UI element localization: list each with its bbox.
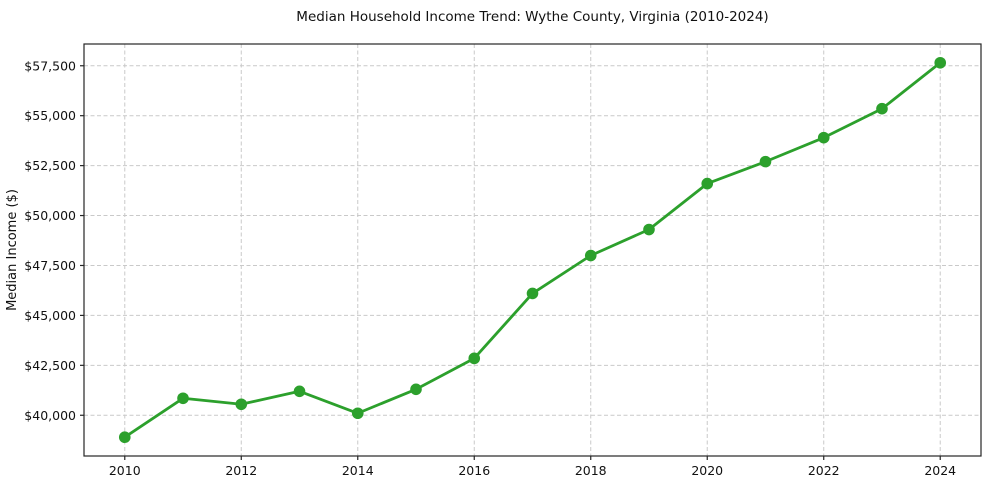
x-tick-label: 2020 bbox=[691, 463, 723, 478]
data-point-2012 bbox=[235, 398, 248, 411]
chart-title: Median Household Income Trend: Wythe Cou… bbox=[296, 9, 769, 25]
data-point-2018 bbox=[584, 249, 597, 262]
y-tick-label: $45,000 bbox=[24, 308, 76, 323]
data-point-2020 bbox=[701, 177, 714, 190]
data-point-2021 bbox=[759, 155, 772, 168]
y-tick-label: $42,500 bbox=[24, 358, 76, 373]
x-tick-label: 2018 bbox=[575, 463, 607, 478]
data-point-2023 bbox=[876, 102, 888, 115]
x-tick-label: 2010 bbox=[109, 463, 141, 478]
y-tick-label: $40,000 bbox=[24, 408, 76, 423]
data-point-2014 bbox=[351, 407, 364, 420]
y-axis-label: Median Income ($) bbox=[5, 189, 20, 311]
data-point-2024 bbox=[934, 56, 947, 69]
x-tick-label: 2022 bbox=[808, 463, 840, 478]
data-point-2022 bbox=[817, 131, 830, 144]
y-tick-label: $55,000 bbox=[24, 108, 76, 123]
data-point-2016 bbox=[468, 352, 481, 365]
plot-border bbox=[83, 43, 982, 457]
data-point-2019 bbox=[643, 223, 655, 236]
data-point-2013 bbox=[293, 385, 306, 398]
x-tick-label: 2024 bbox=[924, 463, 956, 478]
y-tick-label: $57,500 bbox=[24, 58, 76, 73]
trend-line bbox=[123, 61, 942, 439]
y-tick-label: $47,500 bbox=[24, 258, 76, 273]
x-tick-label: 2012 bbox=[225, 463, 257, 478]
data-point-2011 bbox=[177, 392, 189, 405]
y-tick-label: $52,500 bbox=[24, 158, 76, 173]
x-tick-label: 2016 bbox=[458, 463, 490, 478]
x-tick-label: 2014 bbox=[342, 463, 374, 478]
y-tick-label: $50,000 bbox=[24, 208, 76, 223]
data-point-2015 bbox=[410, 383, 422, 396]
data-point-2010 bbox=[118, 431, 131, 444]
data-point-2017 bbox=[526, 287, 539, 300]
